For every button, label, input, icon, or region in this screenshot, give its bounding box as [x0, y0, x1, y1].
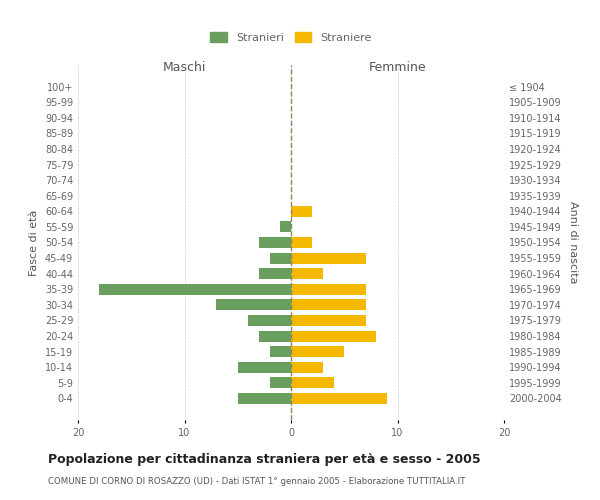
Text: Femmine: Femmine — [368, 61, 427, 74]
Bar — [238, 393, 291, 404]
Text: COMUNE DI CORNO DI ROSAZZO (UD) - Dati ISTAT 1° gennaio 2005 - Elaborazione TUTT: COMUNE DI CORNO DI ROSAZZO (UD) - Dati I… — [48, 478, 466, 486]
Bar — [291, 300, 365, 310]
Bar — [238, 362, 291, 372]
Bar — [291, 315, 365, 326]
Bar — [291, 206, 313, 217]
Bar — [291, 330, 376, 342]
Legend: Stranieri, Straniere: Stranieri, Straniere — [206, 28, 376, 48]
Bar — [99, 284, 291, 294]
Bar — [259, 237, 291, 248]
Bar — [291, 346, 344, 357]
Bar — [259, 268, 291, 279]
Bar — [291, 362, 323, 372]
Text: Popolazione per cittadinanza straniera per età e sesso - 2005: Popolazione per cittadinanza straniera p… — [48, 452, 481, 466]
Bar — [291, 237, 313, 248]
Y-axis label: Fasce di età: Fasce di età — [29, 210, 39, 276]
Text: Maschi: Maschi — [163, 61, 206, 74]
Bar — [291, 393, 387, 404]
Bar — [270, 346, 291, 357]
Bar — [259, 330, 291, 342]
Bar — [291, 284, 365, 294]
Y-axis label: Anni di nascita: Anni di nascita — [568, 201, 578, 284]
Bar — [291, 268, 323, 279]
Bar — [280, 222, 291, 232]
Bar — [248, 315, 291, 326]
Bar — [291, 252, 365, 264]
Bar — [291, 378, 334, 388]
Bar — [217, 300, 291, 310]
Bar — [270, 252, 291, 264]
Bar — [270, 378, 291, 388]
